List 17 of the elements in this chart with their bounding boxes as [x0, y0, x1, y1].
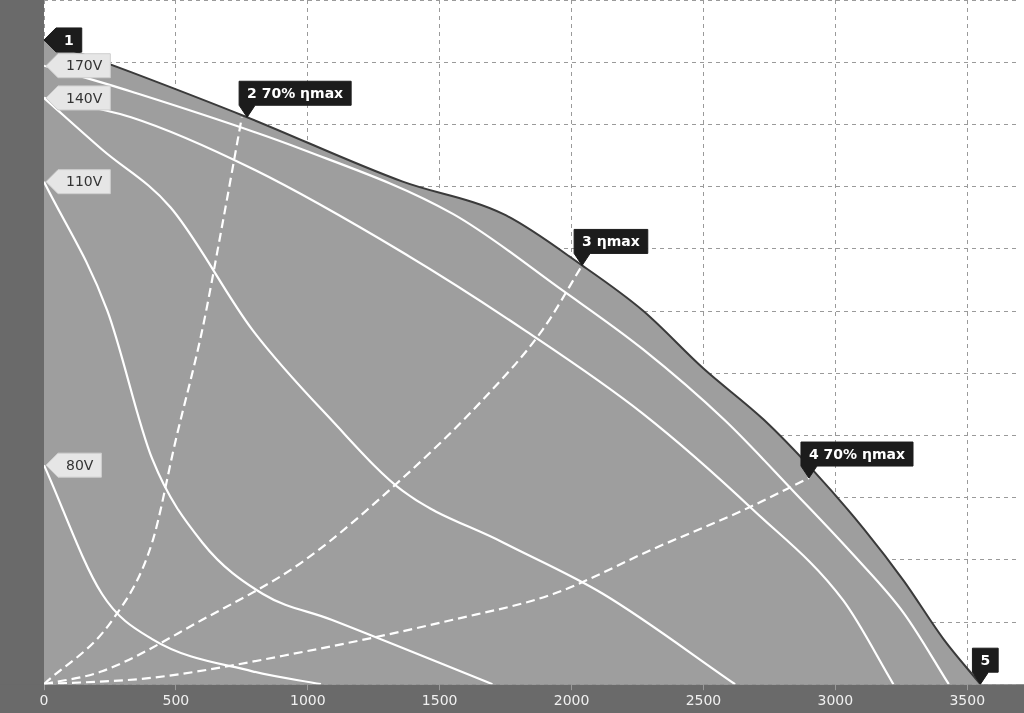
- series-label: 140V: [66, 89, 103, 106]
- x-tick-label: 2000: [553, 692, 590, 709]
- x-tick-label: 2500: [685, 692, 722, 709]
- x-tick-label: 500: [162, 692, 190, 709]
- x-tick-label: 0: [39, 692, 49, 709]
- series-label: 170V: [66, 57, 103, 74]
- annotation: 4 70% ηmax: [808, 445, 905, 462]
- x-tick-label: 3000: [817, 692, 854, 709]
- series-label: 110V: [66, 173, 103, 190]
- series-label: 80V: [66, 456, 94, 473]
- annotation: 5: [980, 651, 991, 668]
- annotation: 3 ηmax: [582, 233, 640, 250]
- x-tick-label: 3500: [949, 692, 986, 709]
- x-tick-label: 1000: [289, 692, 326, 709]
- annotation: 2 70% ηmax: [247, 84, 344, 101]
- x-tick-label: 1500: [421, 692, 458, 709]
- annotation: 1: [64, 31, 74, 48]
